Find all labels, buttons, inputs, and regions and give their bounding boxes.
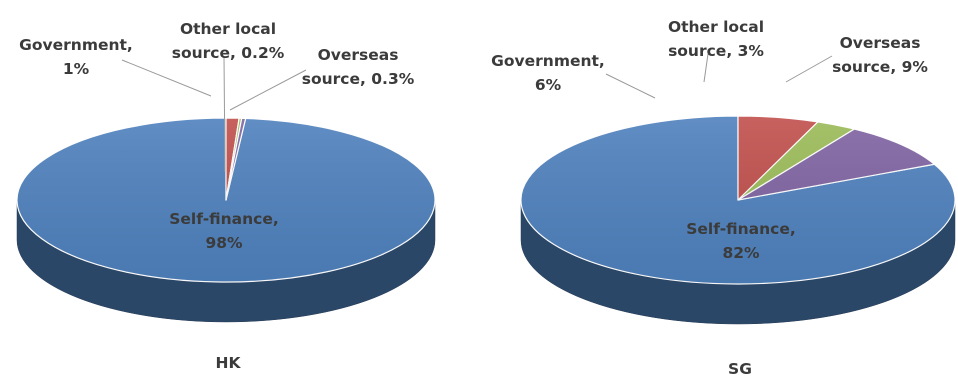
data-label: Overseas source, 9% — [832, 34, 928, 76]
data-label: Government, 1% — [19, 36, 133, 78]
data-label: Self-finance, 82% — [686, 220, 796, 262]
pie-top-sheen — [521, 116, 955, 284]
leader-line — [223, 55, 226, 173]
data-label: Overseas source, 0.3% — [302, 46, 415, 88]
x-axis-label: SG — [728, 360, 752, 378]
data-label: Other local source, 3% — [668, 18, 764, 60]
pie-chart-hk: Self-finance, 98% Government, 1% Other local… — [16, 20, 436, 372]
data-label: Other local source, 0.2% — [172, 20, 285, 62]
leader-line — [703, 53, 709, 83]
pie-chart-sg: Self-finance, 82% Government, 6% Other local… — [491, 18, 956, 378]
leader-line — [605, 73, 656, 99]
data-label: Self-finance, 98% — [169, 210, 279, 252]
leader-line — [121, 59, 212, 97]
pie-top-sheen — [17, 118, 435, 282]
x-axis-label: HK — [216, 354, 242, 372]
leader-line — [229, 69, 307, 111]
data-label: Government, 6% — [491, 52, 605, 94]
leader-line — [785, 55, 833, 83]
